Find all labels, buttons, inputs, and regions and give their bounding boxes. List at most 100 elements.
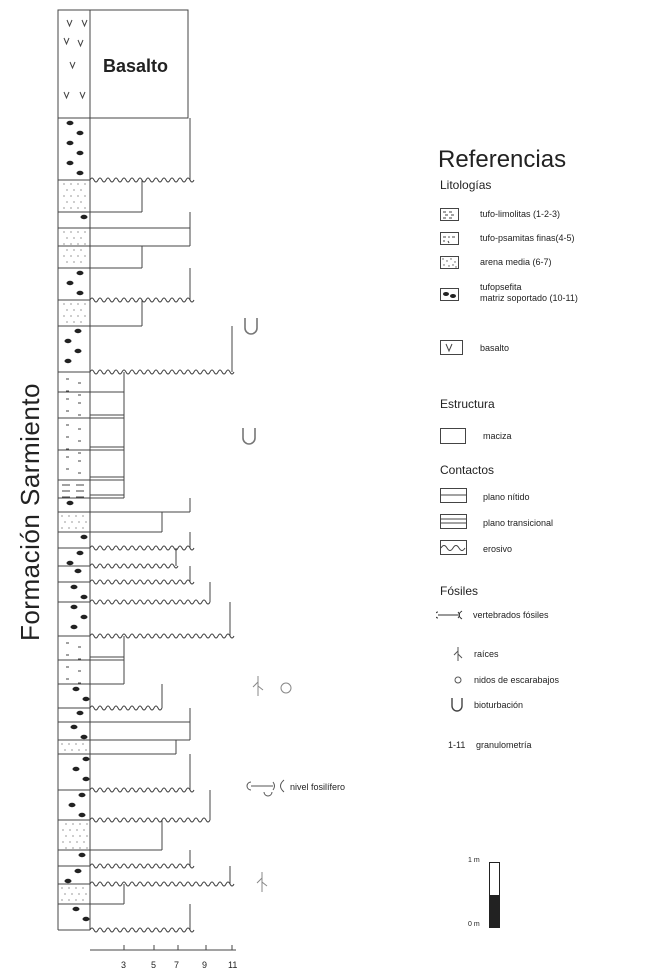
sand-dot bbox=[66, 201, 68, 203]
basalt-v-mark bbox=[81, 19, 88, 28]
pebble-mark bbox=[76, 170, 84, 176]
sand-dot bbox=[85, 749, 87, 751]
roots-icon bbox=[453, 647, 463, 661]
sand-dot bbox=[71, 521, 73, 523]
sand-dot bbox=[76, 841, 78, 843]
roots-icon bbox=[252, 676, 264, 696]
tuff-mark bbox=[66, 436, 81, 442]
tuff-mark bbox=[66, 642, 81, 648]
sand-dot bbox=[73, 249, 75, 251]
sand-dot bbox=[61, 887, 63, 889]
sand-dot bbox=[84, 231, 86, 233]
sand-dot bbox=[82, 743, 84, 745]
sand-dot bbox=[68, 899, 70, 901]
sand-dot bbox=[65, 847, 67, 849]
roots-icon bbox=[256, 872, 268, 892]
erosive-contact bbox=[89, 863, 195, 869]
pebble-mark bbox=[64, 878, 72, 884]
sand-dot bbox=[84, 303, 86, 305]
sand-dot bbox=[73, 237, 75, 239]
sand-dot bbox=[72, 847, 74, 849]
pebble-mark bbox=[80, 594, 88, 600]
pebble-mark bbox=[70, 624, 78, 630]
sand-dot bbox=[83, 829, 85, 831]
sand-dot bbox=[66, 249, 68, 251]
basalt-v-mark bbox=[79, 91, 86, 100]
beetle-nest-icon bbox=[280, 682, 292, 694]
sand-dot bbox=[66, 321, 68, 323]
erosive-contact bbox=[89, 599, 211, 605]
pebble-mark bbox=[74, 868, 82, 874]
sand-dot bbox=[79, 835, 81, 837]
sand-dot bbox=[80, 261, 82, 263]
pebble-mark bbox=[82, 776, 90, 782]
sand-dot bbox=[63, 315, 65, 317]
sand-dot bbox=[70, 183, 72, 185]
sand-dot bbox=[73, 321, 75, 323]
pebble-mark bbox=[80, 534, 88, 540]
sand-dot bbox=[75, 527, 77, 529]
sand-dot bbox=[80, 201, 82, 203]
sand-dot bbox=[80, 237, 82, 239]
tick-label: 7 bbox=[174, 960, 180, 970]
sand-dot bbox=[84, 255, 86, 257]
pebble-mark bbox=[78, 792, 86, 798]
sand-dot bbox=[75, 515, 77, 517]
grain-scale-labels: 3 5 7 9 11 bbox=[0, 960, 260, 974]
arena-media-swatch-icon bbox=[440, 256, 459, 269]
sand-dot bbox=[80, 321, 82, 323]
pebble-mark bbox=[70, 584, 78, 590]
sand-dot bbox=[68, 527, 70, 529]
sand-dot bbox=[70, 195, 72, 197]
sand-dot bbox=[62, 829, 64, 831]
pebble-mark bbox=[64, 338, 72, 344]
pebble-mark bbox=[74, 568, 82, 574]
sand-dot bbox=[82, 527, 84, 529]
sand-dot bbox=[77, 183, 79, 185]
tuff-mark bbox=[66, 456, 81, 462]
sand-dot bbox=[61, 527, 63, 529]
tuff-mark bbox=[66, 424, 81, 430]
sand-dot bbox=[65, 835, 67, 837]
bioturbation-icon bbox=[242, 428, 256, 445]
sand-dot bbox=[77, 207, 79, 209]
sand-dot bbox=[82, 899, 84, 901]
sand-dot bbox=[64, 521, 66, 523]
pebble-mark bbox=[82, 756, 90, 762]
sand-dot bbox=[77, 255, 79, 257]
erosive-contact bbox=[89, 545, 195, 551]
pebble-mark bbox=[72, 906, 80, 912]
sand-dot bbox=[73, 201, 75, 203]
tick-label: 11 bbox=[228, 960, 238, 970]
pebble-mark bbox=[76, 710, 84, 716]
sand-dot bbox=[86, 847, 88, 849]
pebble-mark bbox=[66, 500, 74, 506]
pebble-mark bbox=[66, 120, 74, 126]
sand-dot bbox=[63, 207, 65, 209]
tuff-mark bbox=[66, 678, 81, 684]
sand-dot bbox=[84, 243, 86, 245]
tuff-mark bbox=[66, 448, 81, 454]
scale-bar bbox=[489, 862, 500, 928]
sand-dot bbox=[75, 899, 77, 901]
sand-dot bbox=[73, 261, 75, 263]
sand-dot bbox=[63, 303, 65, 305]
pebble-mark bbox=[66, 560, 74, 566]
sand-dot bbox=[61, 515, 63, 517]
sand-dot bbox=[63, 255, 65, 257]
plano-transicional-icon bbox=[440, 514, 467, 529]
pebble-mark bbox=[78, 812, 86, 818]
contacts-title: Contactos bbox=[440, 463, 495, 477]
sand-dot bbox=[85, 893, 87, 895]
sand-dot bbox=[79, 823, 81, 825]
scale-bottom-label: 0 m bbox=[468, 921, 480, 928]
sand-dot bbox=[73, 189, 75, 191]
sand-dot bbox=[84, 183, 86, 185]
pebble-mark bbox=[80, 734, 88, 740]
sand-dot bbox=[77, 231, 79, 233]
sand-dot bbox=[80, 189, 82, 191]
sand-dot bbox=[78, 749, 80, 751]
sand-dot bbox=[72, 835, 74, 837]
pebble-mark bbox=[76, 130, 84, 136]
erosive-contact bbox=[89, 563, 179, 569]
